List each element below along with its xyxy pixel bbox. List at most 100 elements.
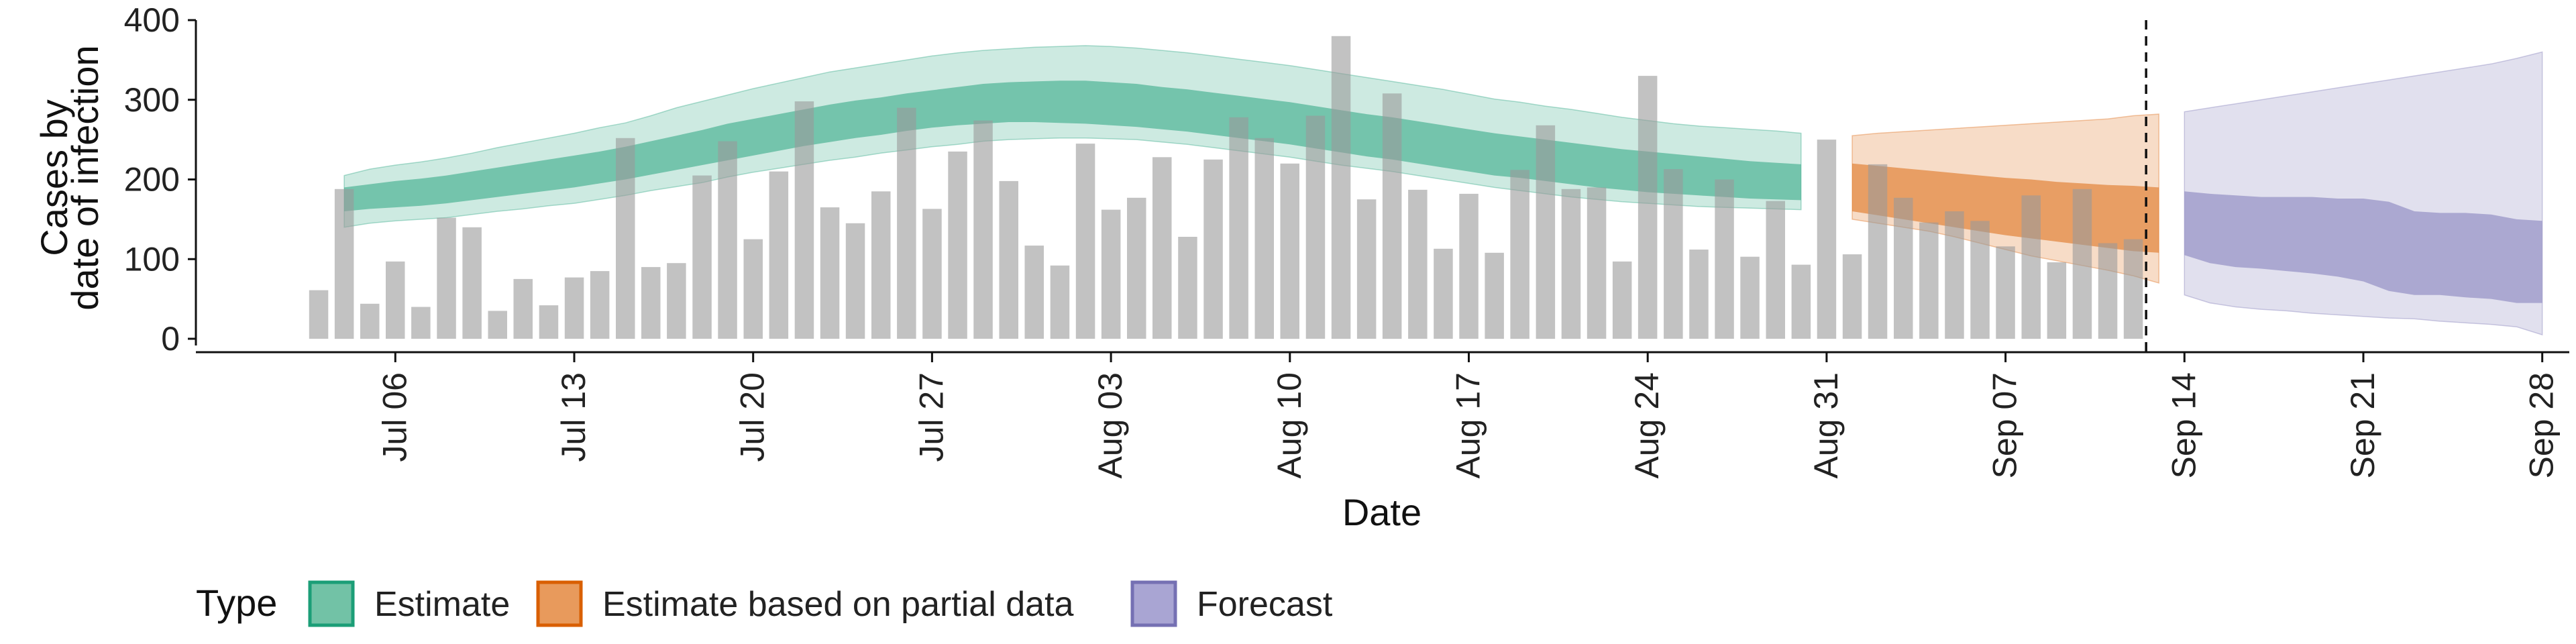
bar [1945, 211, 1964, 339]
bar [1996, 246, 2015, 339]
bar [1075, 144, 1095, 339]
y-ticks: 0 100 200 300 400 [124, 1, 196, 358]
y-tick-label: 200 [124, 161, 180, 199]
series-3-inner-band [2184, 191, 2542, 303]
legend-label: Estimate [374, 585, 510, 624]
bar [1485, 252, 1504, 339]
x-tick-label: Sep 28 [2523, 372, 2561, 478]
bar [2123, 239, 2143, 339]
bar [1587, 187, 1607, 339]
bar [1101, 209, 1121, 339]
bar [820, 207, 840, 339]
bar [513, 278, 533, 339]
bar [1817, 140, 1837, 339]
bar [1050, 265, 1070, 339]
bar [1229, 117, 1248, 339]
bar [794, 101, 814, 339]
legend-title: Type [196, 582, 277, 624]
bar [1715, 179, 1734, 339]
legend-swatch [308, 580, 355, 627]
bar [897, 107, 916, 339]
bar [718, 141, 737, 339]
x-tick-label: Sep 21 [2344, 372, 2381, 478]
x-tick-label: Aug 24 [1628, 372, 1666, 478]
x-axis: Jul 06 Jul 13 Jul 20 Jul 27 Aug 03 Aug 10 Aug … [196, 351, 2569, 533]
bar [1894, 197, 1913, 339]
bar [1536, 125, 1556, 339]
bar [1689, 250, 1709, 339]
y-tick-label: 0 [161, 320, 180, 358]
bar [1178, 237, 1197, 339]
bar [871, 191, 891, 339]
x-tick-label: Jul 27 [912, 372, 950, 462]
x-tick-label: Sep 07 [1986, 372, 2024, 478]
bar [309, 290, 329, 339]
bars-group [309, 36, 2143, 339]
series-1-outer-band [343, 45, 1802, 228]
bar [1331, 36, 1351, 339]
series-1-inner-band [344, 80, 1801, 211]
bar [1280, 163, 1299, 339]
x-tick-label: Jul 06 [376, 372, 413, 462]
legend-label: Forecast [1197, 585, 1333, 624]
bar [743, 239, 763, 339]
bar [1434, 248, 1453, 339]
bar [1664, 169, 1683, 339]
x-tick-label: Aug 03 [1091, 372, 1129, 478]
bar [488, 311, 507, 339]
x-tick-label: Aug 17 [1450, 372, 1487, 478]
legend-swatch [1130, 580, 1177, 627]
bar [1766, 201, 1785, 339]
bar [999, 180, 1018, 339]
bar [2072, 189, 2092, 339]
bar [667, 263, 686, 339]
bar [1740, 256, 1760, 339]
bar [539, 305, 559, 339]
bar [1382, 93, 1402, 339]
bar [2021, 195, 2041, 339]
y-tick-label: 400 [124, 1, 180, 39]
bar [1127, 197, 1146, 339]
bar [1356, 199, 1377, 339]
legend: Type Estimate Estimate based on partial d… [196, 580, 1333, 627]
y-axis-title-line-2: date of infection [64, 45, 106, 310]
bar [1919, 222, 1939, 339]
bar [437, 217, 456, 339]
bar [1254, 138, 1274, 339]
bar [1459, 193, 1479, 339]
bar [1638, 76, 1658, 339]
uncertainty-bands [343, 45, 2543, 336]
bar [948, 151, 967, 339]
x-tick-label: Aug 31 [1807, 372, 1845, 478]
bar [769, 171, 789, 339]
bar [386, 261, 405, 339]
x-tick-label: Aug 10 [1271, 372, 1308, 478]
y-tick-label: 300 [124, 81, 180, 119]
bar [1868, 164, 1888, 339]
bar [1791, 264, 1811, 339]
x-axis-title: Date [1342, 491, 1421, 533]
bar [564, 277, 584, 339]
bar [1152, 157, 1172, 339]
bar [845, 223, 865, 339]
bar [1305, 115, 1326, 339]
bar [1612, 261, 1632, 339]
bar [411, 307, 431, 339]
bar [973, 120, 993, 339]
legend-label: Estimate based on partial data [602, 585, 1074, 624]
x-tick-label: Jul 20 [734, 372, 771, 462]
x-tick-label: Jul 13 [555, 372, 592, 462]
bar [462, 227, 482, 339]
x-tick-label: Sep 14 [2165, 372, 2202, 478]
bar [922, 209, 942, 339]
bar [1842, 254, 1862, 339]
y-axis: 0 100 200 300 400 Cases by date of infection [33, 1, 197, 358]
bar [692, 175, 712, 339]
y-axis-title-line-1: Cases by [33, 99, 75, 256]
bar [334, 189, 354, 339]
bar [1024, 246, 1044, 339]
bar [1408, 189, 1428, 339]
bar [1561, 189, 1581, 339]
bar [2047, 262, 2067, 339]
